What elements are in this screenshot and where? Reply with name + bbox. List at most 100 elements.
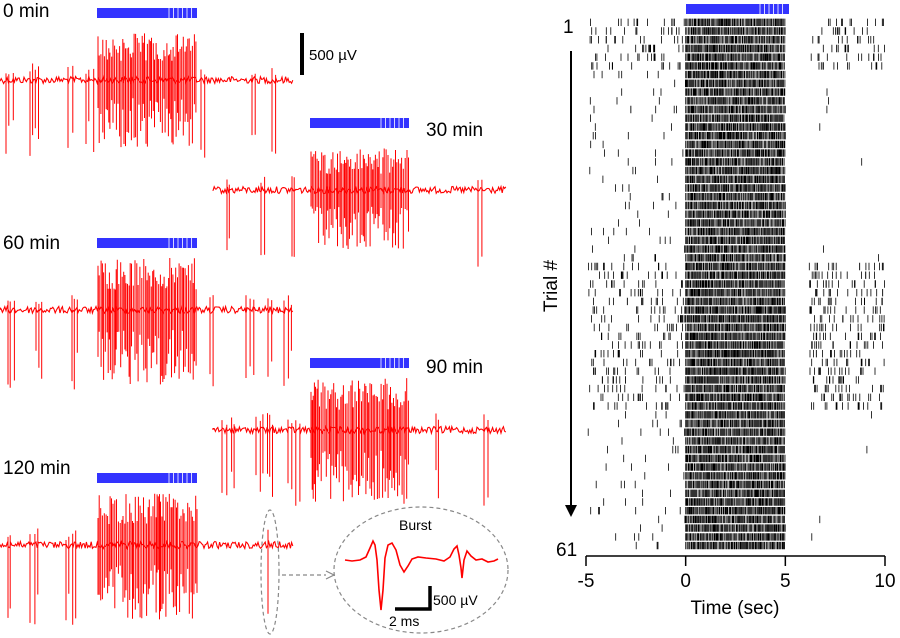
raster-row — [623, 454, 786, 463]
raster-row — [621, 437, 785, 445]
x-axis-label: Time (sec) — [690, 598, 779, 619]
raster-row — [674, 79, 786, 88]
raster-row — [593, 70, 786, 79]
raster-row — [594, 350, 861, 358]
raster-row — [593, 402, 883, 410]
raster-row — [590, 280, 885, 288]
raster-row — [637, 210, 786, 218]
raster-row — [607, 44, 885, 53]
x-tick-label: 0 — [680, 571, 691, 592]
burst-inset: Burst 500 µV 2 ms — [333, 506, 509, 634]
raster-row — [618, 419, 785, 428]
raster-row — [658, 515, 821, 524]
trial-first-label: 1 — [563, 17, 574, 38]
raster-ticks — [587, 18, 885, 550]
raster-row — [604, 149, 786, 157]
raster-row — [618, 219, 786, 227]
raster-row — [644, 472, 786, 480]
raster-row — [593, 105, 828, 114]
raster-row — [590, 18, 884, 26]
trace-spikes-2 — [7, 258, 292, 390]
raster-row — [588, 289, 884, 297]
stimulus-bar-4 — [97, 473, 197, 483]
trace-spikes-1 — [226, 148, 483, 267]
raster-row — [591, 27, 868, 35]
raster-row — [589, 166, 786, 175]
raster-row — [587, 428, 786, 436]
inset-scale-bar — [395, 586, 432, 611]
raster-row — [590, 114, 785, 122]
trace-baseline-2 — [0, 304, 294, 316]
trace-baseline-1 — [212, 184, 507, 196]
trace-spikes-4 — [7, 493, 269, 625]
stimulus-bar-0 — [97, 8, 197, 18]
x-tick-label: -5 — [578, 571, 595, 592]
inset-ellipse — [333, 506, 509, 634]
trace-baseline-4 — [0, 539, 294, 551]
y-axis-label: Trial # — [541, 260, 562, 313]
raster-row — [593, 297, 883, 306]
x-tick-label: 10 — [874, 571, 895, 592]
raster-row — [625, 411, 872, 419]
trace-layer — [0, 33, 507, 625]
raster-row — [615, 533, 813, 541]
trace-label-30: 30 min — [426, 120, 483, 141]
raster-row — [601, 332, 881, 340]
inset-title: Burst — [399, 517, 432, 533]
raster-row — [602, 175, 785, 183]
trace-spikes-3 — [221, 378, 489, 506]
raster-panel: 1 61 Trial # -5 0 5 10 Time (sec) — [541, 4, 896, 619]
raster-row — [621, 88, 828, 96]
raster-row — [591, 62, 883, 70]
raster-row — [612, 341, 883, 349]
raster-row — [590, 140, 786, 149]
traces-panel: 0 min 30 min 60 min 90 min 120 min 500 µ… — [0, 1, 509, 635]
raster-row — [593, 367, 876, 375]
inset-scale-x-label: 2 ms — [389, 613, 419, 629]
x-axis-ticks: -5 0 5 10 — [578, 556, 896, 592]
raster-row — [635, 541, 785, 550]
inset-scale-y-label: 500 µV — [433, 592, 478, 608]
raster-row — [607, 445, 868, 454]
raster-stimulus-gaps — [759, 4, 783, 14]
stimulus-bars — [97, 8, 409, 483]
raster-row — [591, 358, 885, 367]
raster-row — [627, 158, 863, 166]
raster-row — [640, 524, 786, 532]
raster-row — [595, 480, 785, 489]
raster-row — [605, 463, 786, 471]
raster-row — [603, 498, 786, 506]
raster-stimulus-bar — [686, 4, 789, 14]
raster-row — [642, 489, 785, 497]
x-tick-label: 5 — [780, 571, 791, 592]
raster-row — [594, 123, 821, 131]
raster-row — [592, 306, 881, 314]
scale-bar-label: 500 µV — [309, 47, 357, 64]
raster-row — [592, 245, 824, 253]
raster-row — [589, 36, 875, 44]
raster-row — [590, 507, 786, 515]
trace-label-0: 0 min — [3, 1, 49, 22]
raster-row — [600, 393, 880, 401]
raster-row — [599, 271, 875, 279]
stimulus-bar-1 — [310, 118, 409, 128]
trial-arrow-head — [565, 505, 577, 517]
raster-row — [591, 227, 786, 236]
stimulus-bar-3 — [310, 358, 409, 368]
trace-label-90: 90 min — [426, 357, 483, 378]
raster-row — [592, 132, 786, 140]
trial-last-label: 61 — [556, 540, 577, 561]
raster-row — [593, 323, 885, 332]
trace-spikes-0 — [5, 33, 277, 158]
raster-row — [623, 254, 879, 262]
raster-row — [625, 201, 786, 210]
trace-label-120: 120 min — [3, 458, 71, 479]
inset-arrow-head — [325, 570, 336, 580]
raster-row — [588, 262, 884, 271]
raster-row — [608, 236, 785, 244]
raster-row — [615, 184, 786, 192]
raster-row — [589, 97, 829, 105]
spike-highlight-ellipse — [260, 509, 280, 635]
raster-row — [629, 193, 786, 201]
